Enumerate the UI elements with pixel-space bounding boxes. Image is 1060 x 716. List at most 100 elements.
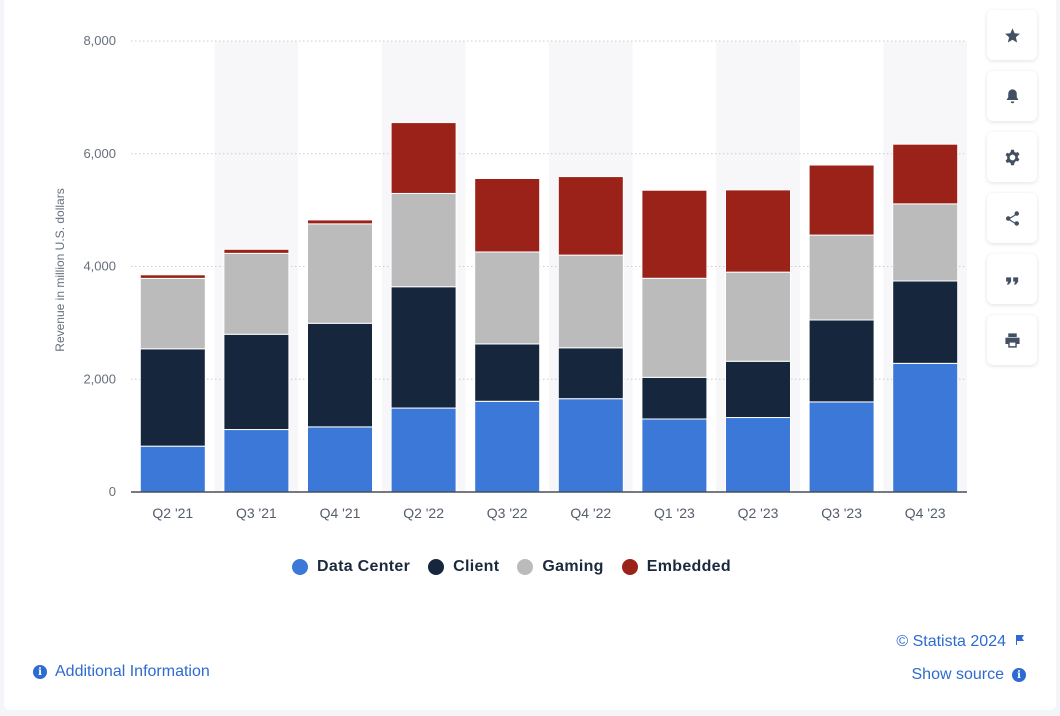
x-tick-label: Q4 '22 <box>570 505 611 521</box>
info-icon: i <box>33 665 47 679</box>
bar-segment-gaming[interactable] <box>641 277 708 378</box>
legend-label: Client <box>453 558 500 575</box>
copyright-label: © Statista 2024 <box>896 633 1006 650</box>
notification-button[interactable] <box>987 71 1037 121</box>
legend-label: Data Center <box>317 558 411 575</box>
y-tick-label: 0 <box>109 484 116 499</box>
print-button[interactable] <box>987 315 1037 365</box>
legend-item-embedded[interactable]: Embedded <box>621 558 731 576</box>
legend-item-gaming[interactable]: Gaming <box>517 558 603 576</box>
bar-segment-embedded[interactable] <box>892 143 959 205</box>
bar-segment-gaming[interactable] <box>139 277 206 350</box>
x-tick-label: Q3 '23 <box>821 505 862 521</box>
bar-segment-embedded[interactable] <box>223 248 290 254</box>
additional-information-link[interactable]: i Additional Information <box>33 663 210 681</box>
star-icon <box>1004 27 1020 43</box>
statista-copyright-link[interactable]: © Statista 2024 <box>896 633 1026 651</box>
x-tick-label: Q2 '23 <box>738 505 779 521</box>
flag-icon <box>1014 633 1026 651</box>
y-tick-label: 2,000 <box>83 371 116 386</box>
print-icon <box>1004 332 1020 348</box>
bar-segment-embedded[interactable] <box>139 274 206 279</box>
x-tick-label: Q2 '21 <box>152 505 193 521</box>
bar-segment-data-center[interactable] <box>223 429 290 493</box>
bar-segment-data-center[interactable] <box>307 426 373 493</box>
bar-segment-gaming[interactable] <box>307 223 373 324</box>
bar-segment-embedded[interactable] <box>808 164 875 236</box>
share-icon <box>1005 210 1019 226</box>
favorite-button[interactable] <box>987 10 1037 60</box>
bar-segment-embedded[interactable] <box>641 189 708 279</box>
bar-segment-gaming[interactable] <box>390 192 457 288</box>
show-source-label: Show source <box>911 666 1005 683</box>
x-tick-label: Q4 '21 <box>320 505 361 521</box>
share-button[interactable] <box>987 193 1037 243</box>
bar-segment-client[interactable] <box>557 347 624 400</box>
y-tick-label: 8,000 <box>83 33 116 48</box>
bar-segment-embedded[interactable] <box>725 189 791 273</box>
legend-item-data-center[interactable]: Data Center <box>292 558 410 576</box>
bar-segment-embedded[interactable] <box>474 177 541 253</box>
legend-marker <box>428 559 445 575</box>
bar-segment-embedded[interactable] <box>390 122 457 194</box>
legend-marker <box>292 559 309 575</box>
bar-segment-gaming[interactable] <box>725 271 791 362</box>
bar-stack[interactable] <box>725 189 791 493</box>
bar-segment-data-center[interactable] <box>808 401 875 493</box>
chart-card: 0 2,000 4,000 6,000 8,000 Q2 '21 Q3 '21 Q4 '21 Q… <box>4 0 1056 710</box>
x-tick-label: Q3 '22 <box>487 505 528 521</box>
info-icon: i <box>1012 668 1026 682</box>
bar-segment-data-center[interactable] <box>390 407 457 493</box>
bar-segment-client[interactable] <box>307 322 373 428</box>
bar-stack[interactable] <box>139 274 206 493</box>
bar-segment-client[interactable] <box>474 343 541 402</box>
show-source-link[interactable]: Show source i <box>911 666 1026 684</box>
bar-segment-gaming[interactable] <box>557 254 624 349</box>
legend-label: Embedded <box>646 558 731 575</box>
bar-stack[interactable] <box>892 143 959 493</box>
bar-segment-data-center[interactable] <box>892 362 959 493</box>
bar-segment-client[interactable] <box>641 376 708 420</box>
x-tick-label: Q4 '23 <box>905 505 946 521</box>
y-tick-label: 4,000 <box>83 259 116 274</box>
bar-segment-data-center[interactable] <box>641 418 708 493</box>
legend-marker <box>517 559 534 575</box>
bar-segment-data-center[interactable] <box>725 417 791 493</box>
bar-stack[interactable] <box>307 219 373 493</box>
bar-segment-data-center[interactable] <box>139 445 206 493</box>
cite-button[interactable] <box>987 254 1037 304</box>
bar-stack[interactable] <box>223 248 290 493</box>
bar-segment-client[interactable] <box>892 280 959 364</box>
bar-stack[interactable] <box>641 189 708 493</box>
bar-segment-gaming[interactable] <box>223 252 290 335</box>
bar-stack[interactable] <box>808 164 875 493</box>
axes: 0 2,000 4,000 6,000 8,000 Q2 '21 Q3 '21 Q4 '21 Q… <box>83 33 967 521</box>
bar-segment-embedded[interactable] <box>557 176 624 256</box>
quote-icon <box>1005 276 1018 284</box>
bar-segment-client[interactable] <box>808 319 875 403</box>
bar-segment-data-center[interactable] <box>557 398 624 493</box>
bar-segment-embedded[interactable] <box>307 219 373 225</box>
bar-segment-client[interactable] <box>390 286 457 409</box>
gear-icon <box>1005 149 1019 165</box>
bar-stack[interactable] <box>474 177 541 493</box>
bar-stack[interactable] <box>557 176 624 493</box>
bar-segment-client[interactable] <box>139 348 206 447</box>
settings-button[interactable] <box>987 132 1037 182</box>
bar-segment-client[interactable] <box>725 360 791 419</box>
legend-item-client[interactable]: Client <box>428 558 499 576</box>
y-axis-label: Revenue in million U.S. dollars <box>53 188 67 351</box>
bar-stack[interactable] <box>390 122 457 493</box>
bar-segment-data-center[interactable] <box>474 400 541 493</box>
additional-information-label: Additional Information <box>55 663 210 680</box>
bar-segment-client[interactable] <box>223 333 290 431</box>
bell-icon <box>1006 88 1018 103</box>
chart-toolbar <box>987 10 1039 376</box>
bar-segment-gaming[interactable] <box>892 203 959 282</box>
legend-marker <box>621 559 638 575</box>
x-tick-label: Q1 '23 <box>654 505 695 521</box>
bar-segment-gaming[interactable] <box>474 251 541 345</box>
bar-segment-gaming[interactable] <box>808 234 875 321</box>
x-tick-label: Q3 '21 <box>236 505 277 521</box>
bar-stacks <box>139 122 959 493</box>
